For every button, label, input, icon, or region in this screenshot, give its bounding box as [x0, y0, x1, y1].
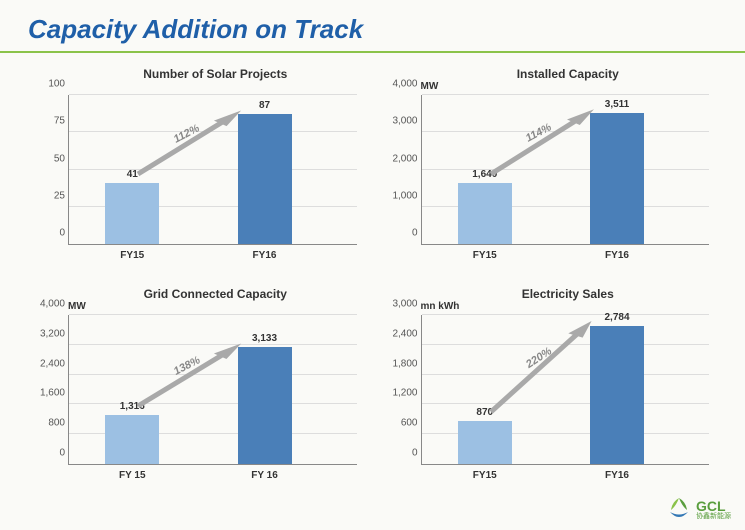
bar-fy15: 1,640 — [458, 183, 512, 244]
plot-area: 06001,2001,8002,4003,000870FY152,784FY16… — [421, 315, 710, 465]
y-axis-unit: mn kWh — [421, 301, 460, 312]
y-tick-label: 3,000 — [392, 299, 421, 310]
x-tick-label: FY 16 — [251, 470, 278, 481]
y-tick-label: 1,600 — [40, 388, 69, 399]
x-tick-label: FY15 — [120, 250, 144, 261]
chart-solar-projects: Number of Solar Projects025507510041FY15… — [28, 61, 365, 271]
plot-area: 01,0002,0003,0004,0001,640FY153,511FY161… — [421, 95, 710, 245]
gridline — [69, 314, 357, 315]
y-tick-label: 2,400 — [392, 328, 421, 339]
y-tick-label: 25 — [54, 190, 69, 201]
bar-value-label: 2,784 — [604, 312, 629, 323]
bar-value-label: 87 — [259, 100, 270, 111]
y-tick-label: 0 — [412, 228, 422, 239]
x-tick-label: FY16 — [605, 250, 629, 261]
bar-value-label: 870 — [476, 407, 493, 418]
x-tick-label: FY16 — [605, 470, 629, 481]
y-tick-label: 2,400 — [40, 358, 69, 369]
page-title: Capacity Addition on Track — [0, 0, 745, 51]
gridline — [69, 94, 357, 95]
chart-grid-connected: Grid Connected CapacityMW08001,6002,4003… — [28, 281, 365, 491]
bar-fy16: 87 — [238, 114, 292, 244]
chart-grid: Number of Solar Projects025507510041FY15… — [0, 61, 745, 491]
gridline — [69, 374, 357, 375]
growth-label: 220% — [524, 346, 554, 371]
title-rule — [0, 51, 745, 53]
y-axis-unit: MW — [68, 301, 86, 312]
logo-subtext: 协鑫新能源 — [696, 513, 731, 520]
y-tick-label: 0 — [59, 448, 69, 459]
y-tick-label: 75 — [54, 116, 69, 127]
x-tick-label: FY15 — [473, 470, 497, 481]
y-tick-label: 100 — [48, 79, 69, 90]
plot-area: 08001,6002,4003,2004,0001,316FY 153,133F… — [68, 315, 357, 465]
gridline — [422, 403, 710, 404]
bar-value-label: 1,316 — [120, 401, 145, 412]
bar-fy16: 3,133 — [238, 347, 292, 464]
gridline — [422, 94, 710, 95]
bar-fy16: 3,511 — [590, 113, 644, 244]
gridline — [422, 131, 710, 132]
bar-fy15: 870 — [458, 421, 512, 464]
bar-fy15: 41 — [105, 183, 159, 244]
y-axis-unit: MW — [421, 81, 439, 92]
bar-fy15: 1,316 — [105, 415, 159, 464]
gridline — [69, 403, 357, 404]
y-tick-label: 0 — [59, 228, 69, 239]
growth-label: 112% — [171, 122, 201, 145]
chart-electricity-sales: Electricity Salesmn kWh06001,2001,8002,4… — [381, 281, 718, 491]
chart-title: Grid Connected Capacity — [28, 281, 365, 301]
bar-value-label: 3,511 — [605, 99, 629, 110]
bar-value-label: 41 — [127, 169, 138, 180]
gridline — [422, 169, 710, 170]
y-tick-label: 3,000 — [392, 116, 421, 127]
gridline — [69, 169, 357, 170]
y-tick-label: 800 — [48, 418, 69, 429]
gridline — [69, 344, 357, 345]
gridline — [69, 131, 357, 132]
y-tick-label: 4,000 — [392, 79, 421, 90]
gridline — [422, 344, 710, 345]
brand-logo: GCL 协鑫新能源 — [666, 496, 731, 522]
x-tick-label: FY 15 — [119, 470, 146, 481]
bar-value-label: 3,133 — [252, 333, 277, 344]
y-tick-label: 1,800 — [392, 358, 421, 369]
x-tick-label: FY15 — [473, 250, 497, 261]
y-tick-label: 3,200 — [40, 328, 69, 339]
chart-title: Electricity Sales — [381, 281, 718, 301]
y-tick-label: 4,000 — [40, 299, 69, 310]
chart-title: Installed Capacity — [381, 61, 718, 81]
leaf-icon — [666, 496, 692, 522]
y-tick-label: 600 — [401, 418, 422, 429]
y-tick-label: 0 — [412, 448, 422, 459]
logo-text: GCL — [696, 499, 731, 513]
bar-fy16: 2,784 — [590, 326, 644, 464]
chart-installed-capacity: Installed CapacityMW01,0002,0003,0004,00… — [381, 61, 718, 271]
y-tick-label: 2,000 — [392, 153, 421, 164]
plot-area: 025507510041FY1587FY16112% — [68, 95, 357, 245]
growth-label: 114% — [524, 121, 554, 144]
bar-value-label: 1,640 — [472, 169, 497, 180]
y-tick-label: 50 — [54, 153, 69, 164]
y-tick-label: 1,000 — [392, 190, 421, 201]
chart-title: Number of Solar Projects — [28, 61, 365, 81]
x-tick-label: FY16 — [253, 250, 277, 261]
gridline — [422, 314, 710, 315]
gridline — [422, 374, 710, 375]
y-tick-label: 1,200 — [392, 388, 421, 399]
